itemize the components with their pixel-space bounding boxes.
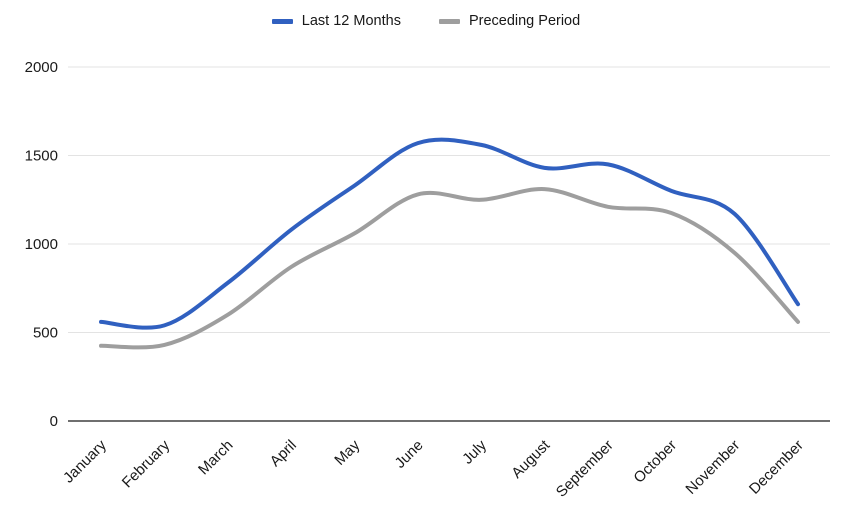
x-axis-label-may: May [331, 436, 363, 468]
x-axis-label-april: April [267, 437, 300, 470]
x-axis-label-september: September [553, 437, 617, 501]
x-axis-label-october: October [630, 437, 680, 487]
x-axis-label-march: March [195, 437, 236, 478]
x-axis-label-july: July [459, 436, 490, 467]
y-axis-tick-label-1000: 1000 [25, 236, 58, 253]
legend-item-preceding-period[interactable]: Preceding Period [438, 13, 581, 29]
series-line-last-12-months [99, 137, 800, 330]
legend-line-marker-gray [438, 18, 460, 24]
x-axis-label-august: August [508, 436, 554, 482]
y-axis-tick-label-500: 500 [33, 325, 58, 342]
x-axis-label-june: June [392, 437, 427, 472]
y-axis-tick-label-2000: 2000 [25, 59, 58, 76]
x-axis-label-december: December [746, 437, 807, 498]
legend-label-last-12-months: Last 12 Months [301, 13, 401, 29]
chart-legend: Last 12 Months Preceding Period [0, 14, 852, 29]
x-axis-label-november: November [682, 437, 743, 498]
legend-line-marker-blue [271, 18, 293, 24]
series-line-preceding-period [99, 187, 800, 350]
legend-label-preceding-period: Preceding Period [468, 13, 581, 29]
x-axis-label-january: January [60, 436, 110, 486]
y-axis-tick-label-0: 0 [50, 413, 58, 430]
legend-item-last-12-months[interactable]: Last 12 Months [271, 13, 401, 29]
y-axis-tick-label-1500: 1500 [25, 148, 58, 165]
x-axis-label-february: February [119, 436, 174, 491]
